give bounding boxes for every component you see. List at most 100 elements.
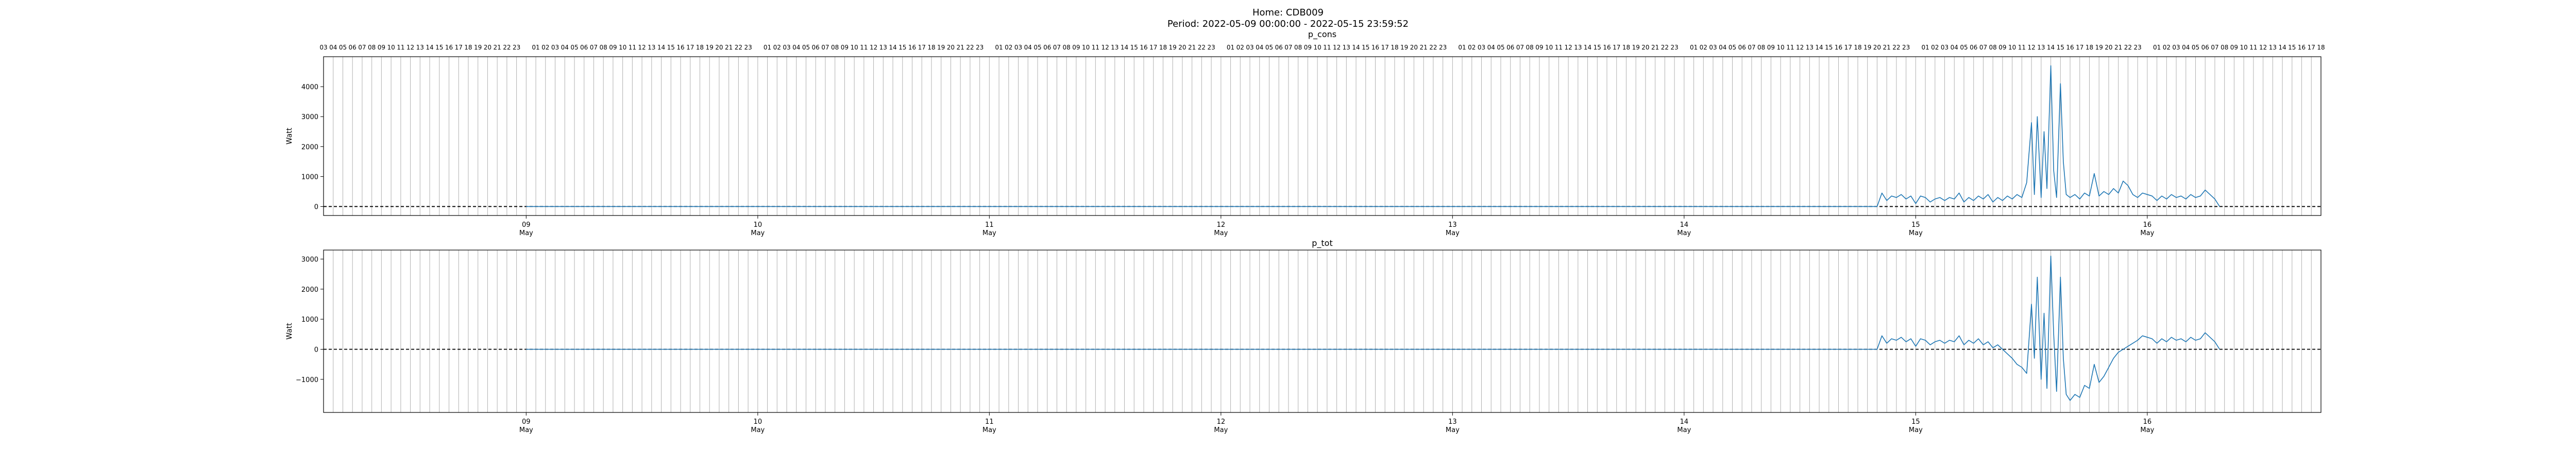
- hour-label: 03: [1478, 44, 1485, 51]
- x-tick-label-line: May: [2140, 229, 2154, 237]
- hour-label: 07: [1053, 44, 1061, 51]
- hour-label: 22: [966, 44, 974, 51]
- y-tick-label: 1000: [301, 173, 318, 181]
- hour-label: 17: [2308, 44, 2315, 51]
- hour-label: 21: [957, 44, 964, 51]
- hour-label: 18: [464, 44, 472, 51]
- hour-label: 06: [1043, 44, 1051, 51]
- x-tick-label: 15 May: [1909, 418, 1923, 434]
- hour-label: 19: [1632, 44, 1640, 51]
- hour-label: 07: [1284, 44, 1292, 51]
- hour-label: 09: [1072, 44, 1080, 51]
- hour-label: 11: [1092, 44, 1099, 51]
- hour-label: 11: [629, 44, 636, 51]
- hour-label: 06: [580, 44, 588, 51]
- y-tick-label: 4000: [301, 84, 318, 91]
- hour-label: 04: [561, 44, 569, 51]
- x-tick-label-line: 15: [1911, 418, 1920, 426]
- hour-label: 08: [1757, 44, 1765, 51]
- hour-label: 21: [1651, 44, 1659, 51]
- series-line: [526, 65, 2220, 207]
- x-tick-label-line: 16: [2143, 221, 2152, 229]
- hour-label: 21: [1420, 44, 1428, 51]
- hour-label: 12: [1101, 44, 1109, 51]
- hour-label: 02: [1931, 44, 1939, 51]
- hour-label: 15: [899, 44, 906, 51]
- subplot-title: p_tot: [1312, 238, 1333, 248]
- x-tick-label-line: 10: [754, 418, 762, 426]
- hour-label: 05: [1265, 44, 1273, 51]
- x-tick-label-line: 14: [1680, 418, 1689, 426]
- hour-label: 04: [2182, 44, 2190, 51]
- x-tick-label: 16 May: [2140, 221, 2154, 237]
- hour-label: 16: [676, 44, 684, 51]
- hour-label: 02: [1700, 44, 1707, 51]
- hour-label: 21: [2114, 44, 2122, 51]
- hour-label: 15: [1594, 44, 1601, 51]
- hour-label: 14: [1815, 44, 1823, 51]
- hour-label: 01: [995, 44, 1003, 51]
- hour-label: 10: [387, 44, 395, 51]
- hour-label: 16: [1371, 44, 1379, 51]
- hour-label: 21: [1883, 44, 1891, 51]
- hour-label: 21: [493, 44, 501, 51]
- hour-label: 20: [1873, 44, 1881, 51]
- hour-label: 01: [764, 44, 771, 51]
- hour-label: 16: [1140, 44, 1147, 51]
- hour-label: 17: [1381, 44, 1389, 51]
- hour-label: 03: [1709, 44, 1717, 51]
- x-tick-label: 14 May: [1677, 418, 1691, 434]
- hour-label: 18: [927, 44, 935, 51]
- hour-label: 05: [570, 44, 578, 51]
- y-tick-label: 1000: [301, 316, 318, 324]
- x-tick-label: 13 May: [1446, 221, 1460, 237]
- hour-label: 02: [1468, 44, 1476, 51]
- y-tick-label: −1000: [296, 376, 318, 384]
- hour-label: 03: [319, 44, 327, 51]
- x-tick-label: 13 May: [1446, 418, 1460, 434]
- hour-label: 08: [1294, 44, 1302, 51]
- x-tick-label-line: May: [1677, 426, 1691, 434]
- hour-label: 01: [2153, 44, 2161, 51]
- hour-label: 09: [378, 44, 385, 51]
- y-axis-label: Watt: [285, 127, 294, 144]
- hour-label: 08: [1063, 44, 1071, 51]
- x-tick-label-line: 10: [754, 221, 762, 229]
- hour-label: 02: [1005, 44, 1012, 51]
- hour-label: 11: [2249, 44, 2257, 51]
- hour-label: 17: [686, 44, 694, 51]
- x-tick-label-line: May: [751, 426, 765, 434]
- x-tick-label: 15 May: [1909, 221, 1923, 237]
- hour-label: 17: [2076, 44, 2083, 51]
- hour-label: 11: [860, 44, 868, 51]
- x-tick-label-line: 13: [1448, 418, 1457, 426]
- hour-label: 20: [2105, 44, 2112, 51]
- hour-label: 09: [1998, 44, 2006, 51]
- hour-label: 17: [1844, 44, 1852, 51]
- hour-label: 08: [1989, 44, 1997, 51]
- hour-label: 06: [1970, 44, 1977, 51]
- hour-label: 08: [831, 44, 839, 51]
- x-tick-label: 12 May: [1214, 221, 1228, 237]
- hour-label: 14: [2047, 44, 2055, 51]
- x-tick-label-line: May: [1214, 426, 1228, 434]
- hour-label: 07: [2211, 44, 2218, 51]
- hour-label: 22: [1892, 44, 1900, 51]
- hour-label: 11: [1323, 44, 1331, 51]
- hour-label: 07: [590, 44, 598, 51]
- hour-label: 18: [1622, 44, 1630, 51]
- hour-label: 19: [2095, 44, 2103, 51]
- hour-label: 03: [783, 44, 790, 51]
- hour-label: 02: [773, 44, 781, 51]
- hour-label: 09: [841, 44, 849, 51]
- hour-label: 12: [2027, 44, 2035, 51]
- hour-label: 16: [1835, 44, 1842, 51]
- hour-label: 11: [397, 44, 404, 51]
- x-tick-label-line: May: [982, 426, 996, 434]
- hour-label: 10: [1777, 44, 1785, 51]
- hour-label: 15: [1130, 44, 1138, 51]
- hour-label: 04: [1487, 44, 1495, 51]
- hour-label: 13: [1343, 44, 1350, 51]
- hour-label: 18: [1159, 44, 1167, 51]
- subplot-title: p_cons: [1308, 29, 1336, 40]
